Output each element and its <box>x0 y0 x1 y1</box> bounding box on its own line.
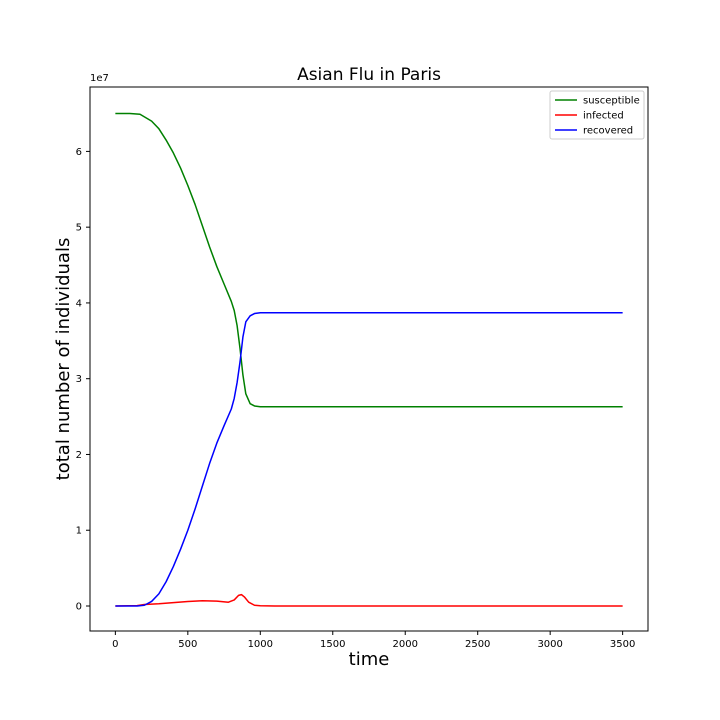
x-tick-label: 1500 <box>320 639 345 650</box>
x-tick-label: 2500 <box>465 639 490 650</box>
y-tick-label: 6 <box>76 147 82 158</box>
axes-frame <box>89 86 649 632</box>
x-tick-label: 500 <box>178 639 197 650</box>
y-axis: 0 1 2 3 4 5 6 <box>76 147 90 612</box>
y-tick-label: 2 <box>76 450 82 461</box>
legend-label-susceptible: susceptible <box>583 96 640 107</box>
x-tick-label: 0 <box>112 639 118 650</box>
x-tick-label: 1000 <box>248 639 273 650</box>
x-axis-label: time <box>349 649 390 670</box>
legend: susceptible infected recovered <box>549 90 645 140</box>
y-offset-label: 1e7 <box>90 73 109 84</box>
chart-title: Asian Flu in Paris <box>297 65 441 85</box>
legend-label-infected: infected <box>583 111 624 122</box>
x-tick-label: 3000 <box>537 639 562 650</box>
x-tick-label: 2000 <box>393 639 418 650</box>
y-tick-label: 3 <box>76 374 82 385</box>
legend-label-recovered: recovered <box>583 126 633 137</box>
legend-box <box>549 90 645 140</box>
y-axis-label: total number of individuals <box>53 238 74 481</box>
y-tick-label: 0 <box>76 601 82 612</box>
y-tick-label: 4 <box>76 298 82 309</box>
x-tick-label: 3500 <box>610 639 635 650</box>
y-tick-label: 5 <box>76 223 82 234</box>
x-axis: 0 500 1000 1500 2000 2500 3000 3500 <box>112 631 635 650</box>
y-tick-label: 1 <box>76 526 82 537</box>
series-line-susceptible <box>115 112 623 408</box>
series-line-infected <box>115 593 623 607</box>
series-line-recovered <box>115 312 623 607</box>
plot-area <box>115 112 623 607</box>
